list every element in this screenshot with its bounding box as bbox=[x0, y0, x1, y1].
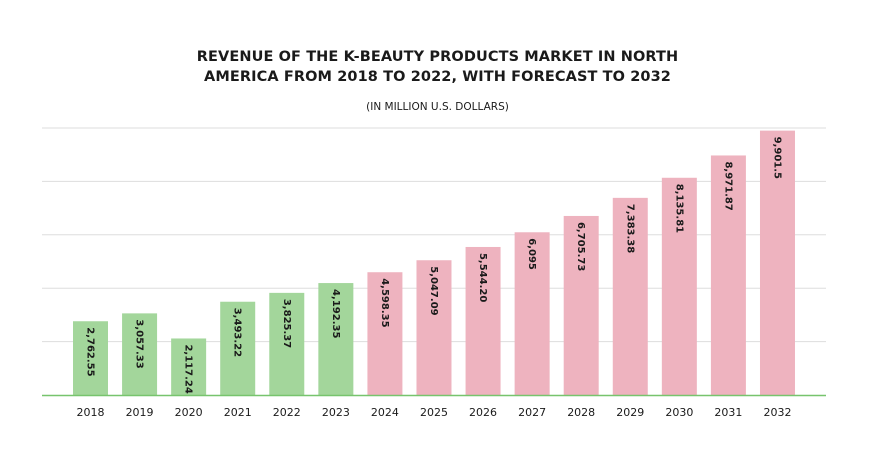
x-tick-label-2023: 2023 bbox=[322, 406, 350, 419]
chart-title-line-2: AMERICA FROM 2018 TO 2022, WITH FORECAST… bbox=[204, 69, 671, 85]
x-tick-label-2028: 2028 bbox=[567, 406, 595, 419]
value-label-2019: 3,057.33 bbox=[134, 319, 145, 368]
value-label-2018: 2,762.55 bbox=[85, 327, 96, 376]
x-tick-label-2030: 2030 bbox=[665, 406, 693, 419]
bar-2027 bbox=[514, 232, 550, 395]
value-label-2021: 3,493.22 bbox=[232, 308, 243, 357]
bar-2029 bbox=[612, 197, 648, 395]
value-label-2028: 6,705.73 bbox=[575, 222, 586, 271]
bar-2023 bbox=[318, 283, 354, 395]
bar-2024 bbox=[367, 272, 403, 395]
x-tick-label-2026: 2026 bbox=[469, 406, 497, 419]
value-label-2030: 8,135.81 bbox=[673, 184, 684, 233]
x-tick-label-2019: 2019 bbox=[126, 406, 154, 419]
x-tick-label-2022: 2022 bbox=[273, 406, 301, 419]
bar-2031 bbox=[710, 155, 746, 395]
x-tick-label-2029: 2029 bbox=[616, 406, 644, 419]
chart-title: REVENUE OF THE K-BEAUTY PRODUCTS MARKET … bbox=[0, 47, 875, 87]
bar-2018 bbox=[73, 321, 108, 395]
x-tick-label-2020: 2020 bbox=[175, 406, 203, 419]
value-label-2029: 7,383.38 bbox=[624, 204, 635, 253]
bar-2020 bbox=[171, 338, 207, 395]
x-tick-label-2024: 2024 bbox=[371, 406, 399, 419]
value-label-2024: 4,598.35 bbox=[379, 278, 390, 327]
value-label-2032: 9,901.5 bbox=[771, 137, 782, 179]
chart-title-line-1: REVENUE OF THE K-BEAUTY PRODUCTS MARKET … bbox=[196, 49, 679, 65]
bar-2028 bbox=[563, 215, 599, 395]
bar-2032 bbox=[759, 130, 795, 395]
value-label-2025: 5,047.09 bbox=[428, 266, 439, 315]
value-label-2031: 8,971.87 bbox=[722, 161, 733, 210]
value-label-2026: 5,544.20 bbox=[477, 253, 488, 302]
bar-2025 bbox=[416, 260, 452, 395]
x-tick-label-2032: 2032 bbox=[763, 406, 791, 419]
x-tick-label-2018: 2018 bbox=[77, 406, 105, 419]
bar-2026 bbox=[465, 246, 501, 395]
x-tick-label-2031: 2031 bbox=[714, 406, 742, 419]
bar-2022 bbox=[269, 292, 305, 395]
value-label-2020: 2,117.24 bbox=[183, 344, 194, 393]
x-tick-label-2025: 2025 bbox=[420, 406, 448, 419]
x-tick-label-2027: 2027 bbox=[518, 406, 546, 419]
bar-2019 bbox=[122, 313, 158, 395]
value-label-2023: 4,192.35 bbox=[330, 289, 341, 338]
bar-2030 bbox=[661, 177, 697, 395]
x-tick-label-2021: 2021 bbox=[224, 406, 252, 419]
chart-subtitle: (IN MILLION U.S. DOLLARS) bbox=[366, 101, 509, 113]
value-label-2022: 3,825.37 bbox=[281, 299, 292, 348]
bar-2021 bbox=[220, 301, 256, 395]
value-label-2027: 6,095 bbox=[526, 238, 537, 270]
